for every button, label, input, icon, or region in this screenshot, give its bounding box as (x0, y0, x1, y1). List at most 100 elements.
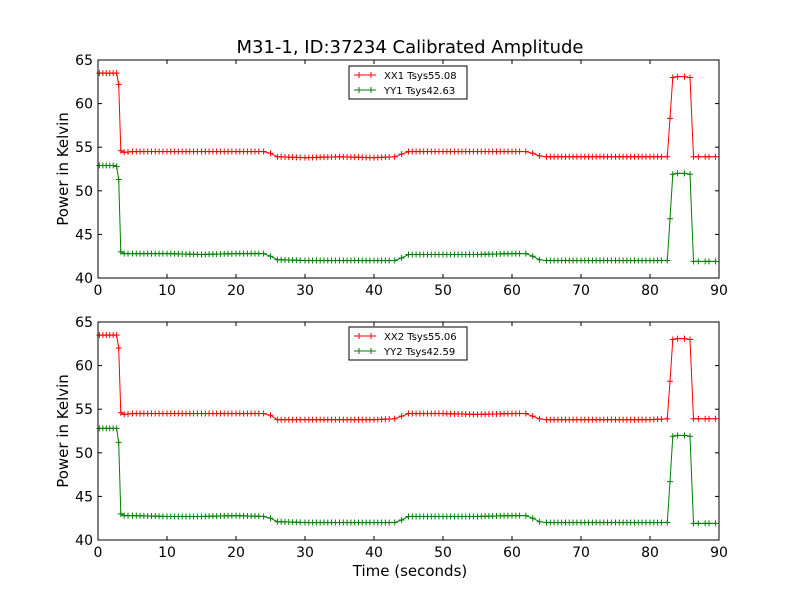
data-point-bottom-0-149 (695, 415, 702, 422)
data-point-bottom-1-149 (695, 520, 702, 527)
data-point-bottom-1-145 (674, 432, 681, 439)
legend-marker-top-0 (356, 72, 374, 78)
series-top-1 (96, 162, 719, 265)
y-tick-label-bottom-5: 65 (75, 315, 93, 331)
data-point-bottom-1-44 (260, 513, 267, 520)
data-point-top-1-146 (681, 170, 688, 177)
series-bottom-1 (96, 425, 719, 527)
x-tick-label-top-1: 10 (158, 283, 176, 299)
data-point-top-1-76 (391, 257, 398, 264)
data-point-bottom-1-110 (536, 518, 543, 525)
y-axis-label-top: Power in Kelvin (54, 112, 72, 226)
data-point-top-1-147 (687, 171, 694, 178)
plot-frame-top (97, 59, 720, 279)
data-point-top-1-45 (267, 253, 274, 260)
legend-marker-bottom-0 (356, 333, 374, 339)
data-point-top-0-146 (681, 73, 688, 80)
data-point-top-0-110 (536, 152, 543, 159)
x-tick-label-bottom-7: 70 (572, 545, 590, 561)
data-point-top-1-44 (260, 250, 267, 257)
data-point-top-0-108 (522, 148, 529, 155)
data-point-bottom-0-141 (658, 416, 665, 423)
data-point-bottom-0-45 (267, 412, 274, 419)
series-bottom-0 (96, 332, 719, 423)
data-point-top-0-151 (705, 153, 712, 160)
data-point-bottom-0-151 (705, 415, 712, 422)
x-tick-label-bottom-5: 50 (434, 545, 452, 561)
data-point-top-0-149 (695, 153, 702, 160)
data-point-top-0-142 (664, 153, 671, 160)
data-point-bottom-1-6 (115, 439, 122, 446)
x-tick-label-top-8: 80 (641, 283, 659, 299)
data-point-top-1-149 (695, 258, 702, 265)
data-point-bottom-0-145 (674, 335, 681, 342)
y-tick-label-bottom-0: 40 (75, 533, 93, 549)
legend-label-bottom-0: XX2 Tsys55.06 (384, 332, 457, 343)
data-point-bottom-0-143 (667, 378, 674, 385)
data-point-top-0-75 (386, 154, 393, 161)
data-point-top-1-144 (669, 171, 676, 178)
data-point-top-0-144 (669, 74, 676, 81)
x-tick-label-top-4: 40 (365, 283, 383, 299)
data-point-top-1-141 (658, 257, 665, 264)
data-point-bottom-0-75 (386, 416, 393, 423)
data-point-top-1-108 (522, 250, 529, 257)
y-tick-label-top-1: 45 (75, 227, 93, 243)
data-point-bottom-1-142 (664, 519, 671, 526)
data-point-top-0-109 (529, 150, 536, 157)
y-tick-label-top-2: 50 (75, 184, 93, 200)
data-point-bottom-1-75 (386, 519, 393, 526)
x-tick-label-top-7: 70 (572, 283, 590, 299)
plot-frame-bottom (97, 321, 720, 541)
x-tick-label-bottom-3: 30 (296, 545, 314, 561)
data-point-top-1-6 (115, 176, 122, 183)
legend-label-top-0: XX1 Tsys55.08 (384, 71, 457, 82)
x-tick-label-top-3: 30 (296, 283, 314, 299)
data-point-bottom-1-141 (658, 519, 665, 526)
x-tick-label-bottom-1: 10 (158, 545, 176, 561)
data-point-bottom-1-108 (522, 512, 529, 519)
data-point-top-0-141 (658, 153, 665, 160)
x-tick-label-top-0: 0 (94, 283, 103, 299)
data-point-bottom-0-146 (681, 335, 688, 342)
data-point-bottom-1-7 (117, 510, 124, 517)
data-point-bottom-0-7 (117, 409, 124, 416)
legend-marker-top-1 (356, 87, 374, 93)
data-point-top-1-145 (674, 170, 681, 177)
data-point-bottom-0-109 (529, 413, 536, 420)
data-point-bottom-1-146 (681, 432, 688, 439)
data-point-top-1-109 (529, 253, 536, 260)
data-point-bottom-1-76 (391, 519, 398, 526)
legend-top: XX1 Tsys55.08 YY1 Tsys42.63 (348, 65, 468, 100)
data-point-bottom-1-107 (516, 512, 523, 519)
data-point-top-0-77 (398, 151, 405, 158)
data-point-top-0-6 (115, 81, 122, 88)
data-point-top-1-110 (536, 256, 543, 263)
x-tick-label-bottom-2: 20 (227, 545, 245, 561)
data-point-bottom-0-6 (115, 345, 122, 352)
data-point-top-0-45 (267, 150, 274, 157)
data-point-top-1-4 (110, 162, 117, 169)
data-point-bottom-0-77 (398, 413, 405, 420)
x-tick-label-top-2: 20 (227, 283, 245, 299)
x-tick-label-bottom-4: 40 (365, 545, 383, 561)
data-point-top-0-147 (687, 74, 694, 81)
data-point-bottom-1-151 (705, 520, 712, 527)
data-point-top-0-107 (516, 148, 523, 155)
legend-marker-bottom-1 (356, 348, 374, 354)
data-point-bottom-1-45 (267, 515, 274, 522)
x-tick-label-top-6: 60 (503, 283, 521, 299)
x-tick-label-bottom-0: 0 (94, 545, 103, 561)
y-tick-label-bottom-4: 60 (75, 359, 93, 375)
x-tick-label-bottom-8: 80 (641, 545, 659, 561)
data-point-top-0-7 (117, 147, 124, 154)
data-point-bottom-0-144 (669, 336, 676, 343)
data-point-top-0-145 (674, 73, 681, 80)
data-point-top-0-44 (260, 148, 267, 155)
x-axis-label: Time (seconds) (352, 562, 468, 580)
plot-bottom: Power in Kelvin 0 10 20 30 40 50 60 70 80 90 40 45 5… (54, 315, 728, 561)
data-point-top-0-76 (391, 153, 398, 160)
y-tick-label-top-5: 65 (75, 53, 93, 69)
